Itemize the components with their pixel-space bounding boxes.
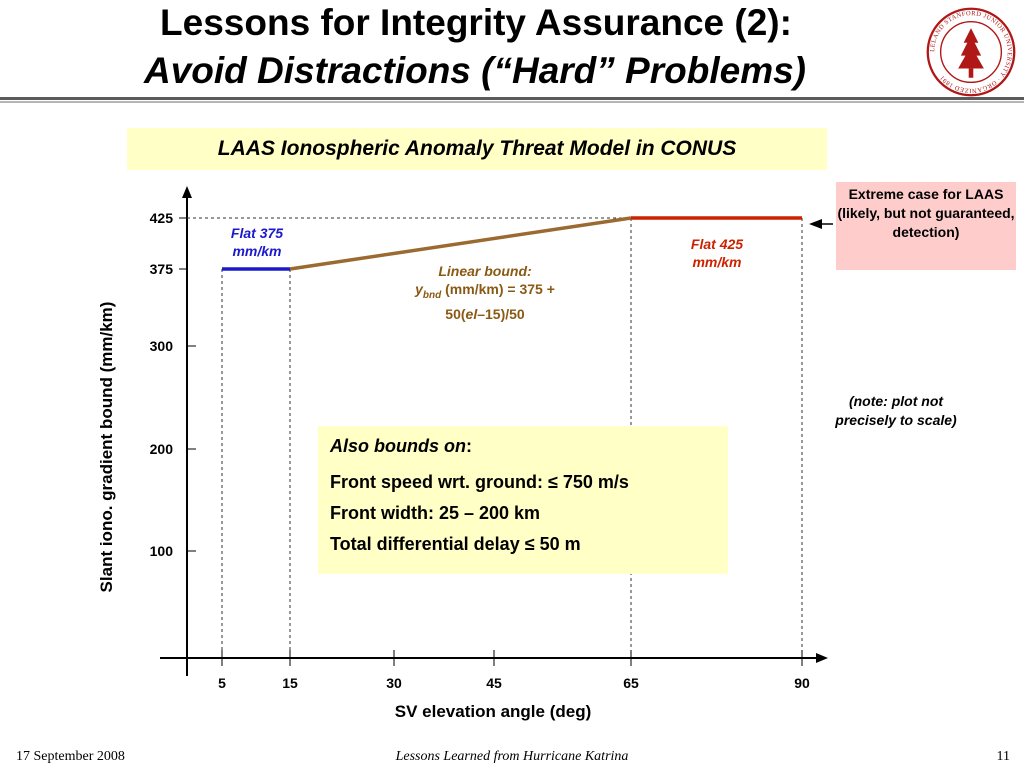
linear-bound-label: Linear bound: ybnd (mm/km) = 375 + 50(el… <box>385 262 585 323</box>
callout-arrowhead <box>809 219 822 229</box>
extreme-case-callout: Extreme case for LAAS (likely, but not g… <box>836 182 1016 270</box>
x-axis-arrowhead <box>816 653 828 663</box>
x-tick-label-90: 90 <box>794 675 810 691</box>
linear-bound-eq1: ybnd (mm/km) = 375 + <box>415 281 555 301</box>
y-tick-label-300: 300 <box>150 338 174 354</box>
x-tick-label-30: 30 <box>386 675 402 691</box>
chart-title: LAAS Ionospheric Anomaly Threat Model in… <box>127 128 827 170</box>
stanford-seal-logo: LELAND STANFORD JUNIOR UNIVERSITY · ORGA… <box>926 7 1016 97</box>
series-line-1 <box>289 216 632 271</box>
x-tick-label-65: 65 <box>623 675 639 691</box>
x-tick-label-5: 5 <box>218 675 226 691</box>
footer-date: 17 September 2008 <box>16 749 125 764</box>
flat425-label: Flat 425 mm/km <box>690 236 744 270</box>
bound-total-delay: Total differential delay ≤ 50 m <box>330 534 581 554</box>
bound-front-speed: Front speed wrt. ground: ≤ 750 m/s <box>330 472 629 492</box>
y-tick-label-425: 425 <box>150 210 174 226</box>
title-divider <box>0 97 1024 100</box>
y-tick-label-100: 100 <box>150 543 174 559</box>
y-tick-label-200: 200 <box>150 441 174 457</box>
linear-bound-title: Linear bound: <box>438 263 532 279</box>
flat375-label: Flat 375 mm/km <box>230 225 284 259</box>
y-axis-arrowhead <box>182 186 192 198</box>
linear-bound-eq2: 50(el–15)/50 <box>445 305 525 322</box>
y-axis-label: Slant iono. gradient bound (mm/km) <box>97 301 116 593</box>
slide-title-line2: Avoid Distractions (“Hard” Problems) <box>143 50 806 91</box>
x-tick-label-45: 45 <box>486 675 502 691</box>
title-divider-light <box>0 101 1024 103</box>
slide-title-line1: Lessons for Integrity Assurance (2): <box>160 2 792 43</box>
page-number: 11 <box>996 749 1010 764</box>
y-tick-label-375: 375 <box>150 261 174 277</box>
x-axis-label: SV elevation angle (deg) <box>394 702 592 721</box>
footer-title: Lessons Learned from Hurricane Katrina <box>395 749 629 764</box>
also-bounds-heading: Also bounds on: <box>330 436 472 456</box>
also-bounds-box: Also bounds on: Front speed wrt. ground:… <box>318 426 728 574</box>
bound-front-width: Front width: 25 – 200 km <box>330 503 541 523</box>
x-tick-label-15: 15 <box>282 675 298 691</box>
scale-note: (note: plot not precisely to scale) <box>835 393 957 428</box>
